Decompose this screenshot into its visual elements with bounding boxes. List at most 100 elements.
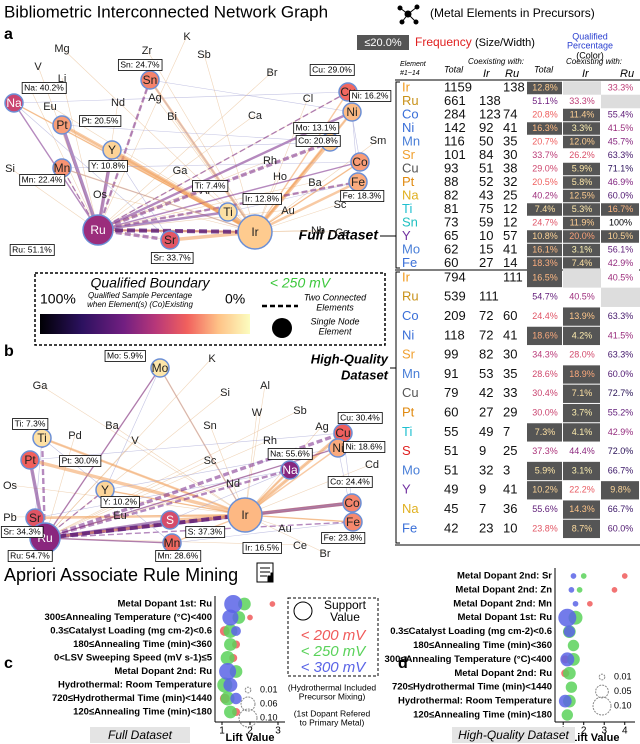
node-label: Ti	[37, 431, 47, 445]
table-number: 101	[444, 147, 466, 162]
table-number: 661	[444, 93, 466, 108]
table-cell	[601, 176, 639, 189]
node-label: Cl	[303, 93, 313, 105]
bubble	[567, 639, 580, 652]
bubble	[269, 601, 276, 607]
table-cell	[601, 94, 640, 109]
table-element: Sr	[402, 347, 416, 362]
table-element: Ti	[402, 201, 412, 216]
x-tick-label: 2	[581, 726, 587, 737]
rule-label: 0<LSV Sweeping Speed (mV s-1)≤5	[54, 653, 213, 664]
table-number: 794	[444, 269, 466, 284]
colorbar	[40, 314, 250, 334]
x-tick-label: 2	[247, 726, 253, 737]
table-cell	[527, 149, 562, 162]
rule-label: Metal Dopant 2nd: Ru	[114, 666, 212, 677]
node-label: Ho	[273, 171, 287, 183]
edge	[61, 124, 331, 143]
table-number: 93	[444, 160, 458, 175]
table-percent: 60.0%	[608, 190, 634, 200]
node-label: Br	[267, 67, 278, 79]
table-header: Element	[400, 61, 427, 68]
dataset-label: Dataset	[341, 367, 389, 382]
table-number: 60	[503, 308, 517, 323]
table-header: Ru	[620, 68, 634, 80]
node-annotation: Ir: 16.5%	[245, 542, 279, 552]
table-percent: 55.4%	[608, 109, 634, 119]
annotation-box	[192, 180, 229, 192]
table-cell	[563, 203, 600, 216]
node-label: Co	[344, 496, 360, 510]
network: MgVZrKSbLiAgBrClSEuNdBiCaSmRhGaSiOsBaScA…	[4, 31, 392, 264]
table-cell	[563, 81, 601, 95]
node-key-label: Element	[318, 326, 352, 336]
node-annotation: Co: 20.8%	[298, 135, 338, 145]
bubble	[568, 587, 575, 593]
annotation-box	[267, 448, 313, 460]
node-label: Ba	[105, 420, 119, 432]
table-number: 59	[479, 214, 493, 229]
annotation-box	[88, 160, 128, 172]
table-element: Y	[402, 482, 411, 497]
bubble-chart: Metal Dopant 2nd: Sr Metal Dopant 2nd: Zn…	[385, 568, 635, 744]
edge	[244, 384, 266, 516]
node-annotation: Co: 24.4%	[330, 476, 370, 486]
node-label: Cd	[365, 459, 379, 471]
x-axis-label: Lift Value	[571, 732, 620, 744]
node-label: Mg	[54, 43, 69, 55]
table-percent: 55.6%	[532, 504, 558, 514]
table-percent: 42.9%	[608, 258, 634, 268]
annotation-box	[117, 59, 163, 71]
annotation-box	[100, 496, 140, 508]
table-number: 33	[503, 385, 517, 400]
edge	[149, 79, 256, 233]
table-cell	[563, 135, 600, 149]
table-cell	[601, 481, 639, 500]
annotation-box	[59, 455, 102, 467]
node-label: Y	[101, 483, 109, 497]
table-element: Co	[402, 308, 419, 323]
table-number: 49	[479, 424, 493, 439]
table-cell	[601, 243, 639, 257]
node-annotation: Mn: 28.6%	[158, 550, 199, 560]
node-label: Eu	[43, 101, 56, 113]
table-cell	[601, 423, 639, 442]
dataset-label: Full Dataset	[108, 728, 173, 742]
table-cell	[563, 216, 600, 230]
table-percent: 34.3%	[532, 350, 558, 360]
node-label: Mn	[54, 161, 71, 175]
annotation-box	[343, 441, 386, 453]
annotation-box	[104, 350, 146, 362]
bubble	[219, 662, 237, 681]
table-element: Fe	[402, 520, 417, 535]
table-percent: 12.0%	[569, 136, 595, 146]
table-percent: 13.9%	[569, 311, 595, 321]
qualified-label: Qualified	[572, 31, 608, 41]
node-label: Rh	[263, 435, 277, 447]
table-percent: 44.4%	[569, 446, 595, 456]
table-cell	[601, 365, 639, 384]
table-percent: 40.5%	[608, 272, 634, 282]
table-cell	[527, 403, 562, 423]
table-element: Mo	[402, 462, 420, 477]
table-percent: 11.9%	[570, 217, 595, 227]
table-number: 27	[479, 255, 493, 270]
table-cell	[601, 384, 639, 403]
size-key-label: 0.10	[260, 712, 278, 722]
table-percent: 10.8%	[532, 231, 558, 241]
section-title: Apriori Associate Rule Mining	[4, 565, 238, 585]
table-percent: 29.0%	[532, 163, 558, 173]
annotation-box	[340, 190, 385, 202]
table-cell	[527, 500, 562, 519]
table-percent: 24.7%	[532, 217, 558, 227]
table-percent: 33.7%	[532, 150, 558, 160]
table-number: 138	[479, 93, 501, 108]
node	[237, 214, 273, 250]
bubble	[562, 666, 576, 680]
edge	[104, 489, 246, 516]
edge	[61, 77, 99, 231]
table-percent: 56.1%	[608, 244, 634, 254]
table-cell	[527, 216, 562, 230]
node-label: Sm	[370, 135, 387, 147]
table-percent: 33.3%	[569, 96, 595, 106]
